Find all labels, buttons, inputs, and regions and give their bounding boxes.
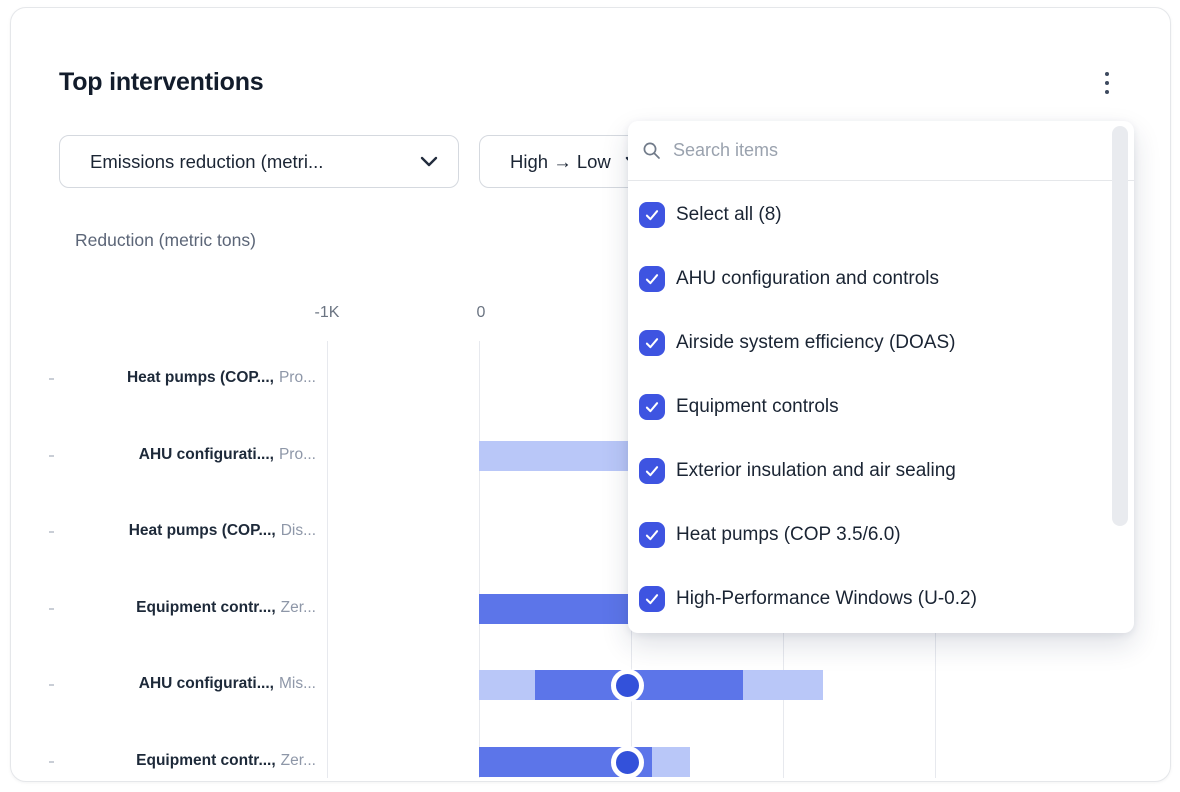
chart-axis-title: Reduction (metric tons) — [75, 230, 256, 250]
target-marker-icon — [611, 668, 645, 702]
dropdown-item-label: Airside system efficiency (DOAS) — [676, 332, 956, 353]
sort-select-value: High → Low — [510, 150, 611, 172]
bar-segment-light — [743, 670, 823, 701]
y-tick — [49, 378, 54, 380]
y-tick — [49, 684, 54, 687]
checkbox-checked-icon[interactable] — [639, 394, 665, 420]
kebab-menu-icon — [1105, 72, 1109, 76]
chart-row-label: AHU configurati..., Mis... — [138, 675, 316, 693]
scrollbar-thumb[interactable] — [1112, 126, 1128, 526]
dropdown-search-row — [628, 121, 1134, 180]
y-tick — [49, 454, 54, 457]
chevron-down-icon — [420, 156, 438, 167]
search-icon — [643, 142, 660, 159]
x-tick-label: 0 — [476, 304, 486, 321]
chart-row-label: Heat pumps (COP..., Pro... — [126, 369, 316, 386]
dropdown-item-label: High-Performance Windows (U-0.2) — [676, 588, 977, 609]
dropdown-item-label: Exterior insulation and air sealing — [676, 460, 956, 481]
chart-row-label: AHU configurati..., Pro... — [138, 445, 316, 463]
x-tick-label: -1K — [314, 304, 340, 321]
dropdown-item[interactable]: High-Performance Windows (U-0.2) — [628, 575, 1098, 623]
chart-row-label: Heat pumps (COP..., Dis... — [128, 522, 316, 540]
multiselect-dropdown-panel: Select all (8) AHU configuration and cont… — [628, 121, 1134, 633]
metric-select[interactable]: Emissions reduction (metri... — [59, 135, 459, 188]
checkbox-checked-icon[interactable] — [639, 330, 665, 356]
dropdown-item-label: Heat pumps (COP 3.5/6.0) — [676, 524, 901, 545]
dropdown-item[interactable]: Select all (8) — [628, 191, 1098, 239]
checkbox-checked-icon[interactable] — [639, 202, 665, 228]
gridline-vertical — [479, 341, 480, 778]
bar-segment-solid — [479, 593, 647, 624]
search-input[interactable] — [671, 139, 1055, 162]
checkbox-checked-icon[interactable] — [639, 266, 665, 292]
y-tick — [49, 607, 54, 610]
chart-row-label: Equipment contr..., Zer... — [136, 752, 316, 769]
dropdown-item-label: Select all (8) — [676, 204, 782, 225]
top-interventions-card: Top interventions Emissions reduction (m… — [10, 7, 1171, 782]
dropdown-item-label: Equipment controls — [676, 396, 839, 417]
y-tick — [49, 761, 54, 763]
dropdown-divider — [628, 180, 1134, 181]
checkbox-checked-icon[interactable] — [639, 458, 665, 484]
dropdown-item[interactable]: Exterior insulation and air sealing — [628, 447, 1098, 495]
dropdown-item[interactable]: Equipment controls — [628, 383, 1098, 431]
bar-segment-light — [652, 747, 691, 777]
checkbox-checked-icon[interactable] — [639, 586, 665, 612]
target-marker-icon — [611, 745, 645, 779]
page-title: Top interventions — [59, 68, 264, 96]
gridline-vertical — [327, 341, 328, 778]
metric-select-value: Emissions reduction (metri... — [90, 150, 324, 172]
chart-row-label: Equipment contr..., Zer... — [136, 598, 316, 616]
checkbox-checked-icon[interactable] — [639, 522, 665, 548]
dropdown-item[interactable]: Heat pumps (COP 3.5/6.0) — [628, 511, 1098, 559]
kebab-menu-button[interactable] — [1093, 68, 1121, 98]
dropdown-item-label: AHU configuration and controls — [676, 268, 939, 289]
bar-segment-light — [479, 440, 647, 471]
dropdown-item[interactable]: AHU configuration and controls — [628, 255, 1098, 303]
dropdown-item[interactable]: Airside system efficiency (DOAS) — [628, 319, 1098, 367]
bar-segment-light — [479, 670, 536, 701]
y-tick — [49, 531, 54, 534]
